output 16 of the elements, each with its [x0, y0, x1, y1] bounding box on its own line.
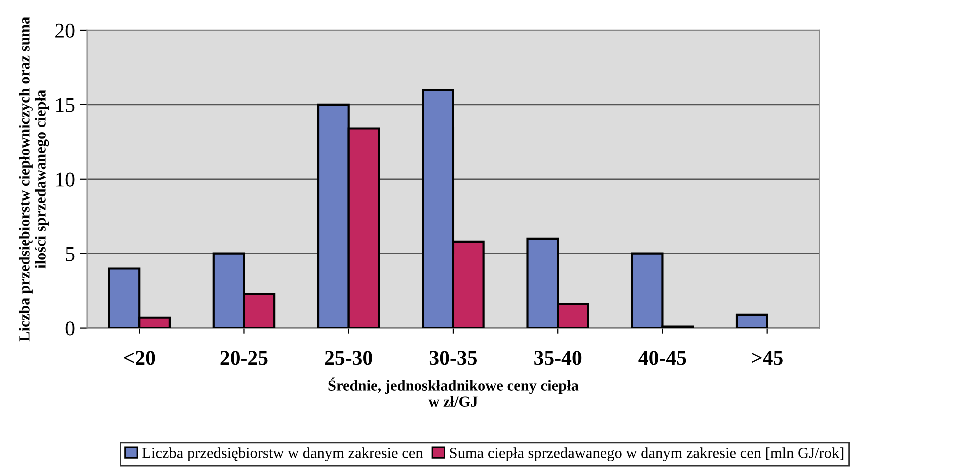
- x-tick-label: 35-40: [534, 351, 582, 366]
- x-axis-title: Średnie, jednoskładnikowe ceny ciepła w zł/GJ: [328, 378, 579, 407]
- x-tick-label: >45: [752, 351, 783, 366]
- y-tick-label: 5: [66, 247, 75, 262]
- y-tick-label: 10: [56, 172, 75, 187]
- legend-label: Liczba przedsiębiorstw w danym zakresie cen: [142, 448, 424, 462]
- y-tick-label: 0: [66, 322, 75, 336]
- y-tick-label: 15: [56, 98, 75, 112]
- x-tick-label: 25-30: [325, 351, 372, 366]
- legend-label: Suma ciepła sprzedawanego w danym zakresie cen [mln GJ/rok]: [450, 448, 844, 462]
- x-tick-label: 30-35: [430, 351, 478, 366]
- x-tick-label: 20-25: [220, 351, 268, 366]
- x-tick-label: <20: [124, 351, 156, 366]
- x-tick-label: 40-45: [638, 351, 686, 366]
- y-tick-label: 20: [56, 24, 75, 38]
- y-axis-title: Liczba przedsiębiorstw ciepłowniczych oraz suma ilości sprzedawanego ciepła: [19, 17, 50, 342]
